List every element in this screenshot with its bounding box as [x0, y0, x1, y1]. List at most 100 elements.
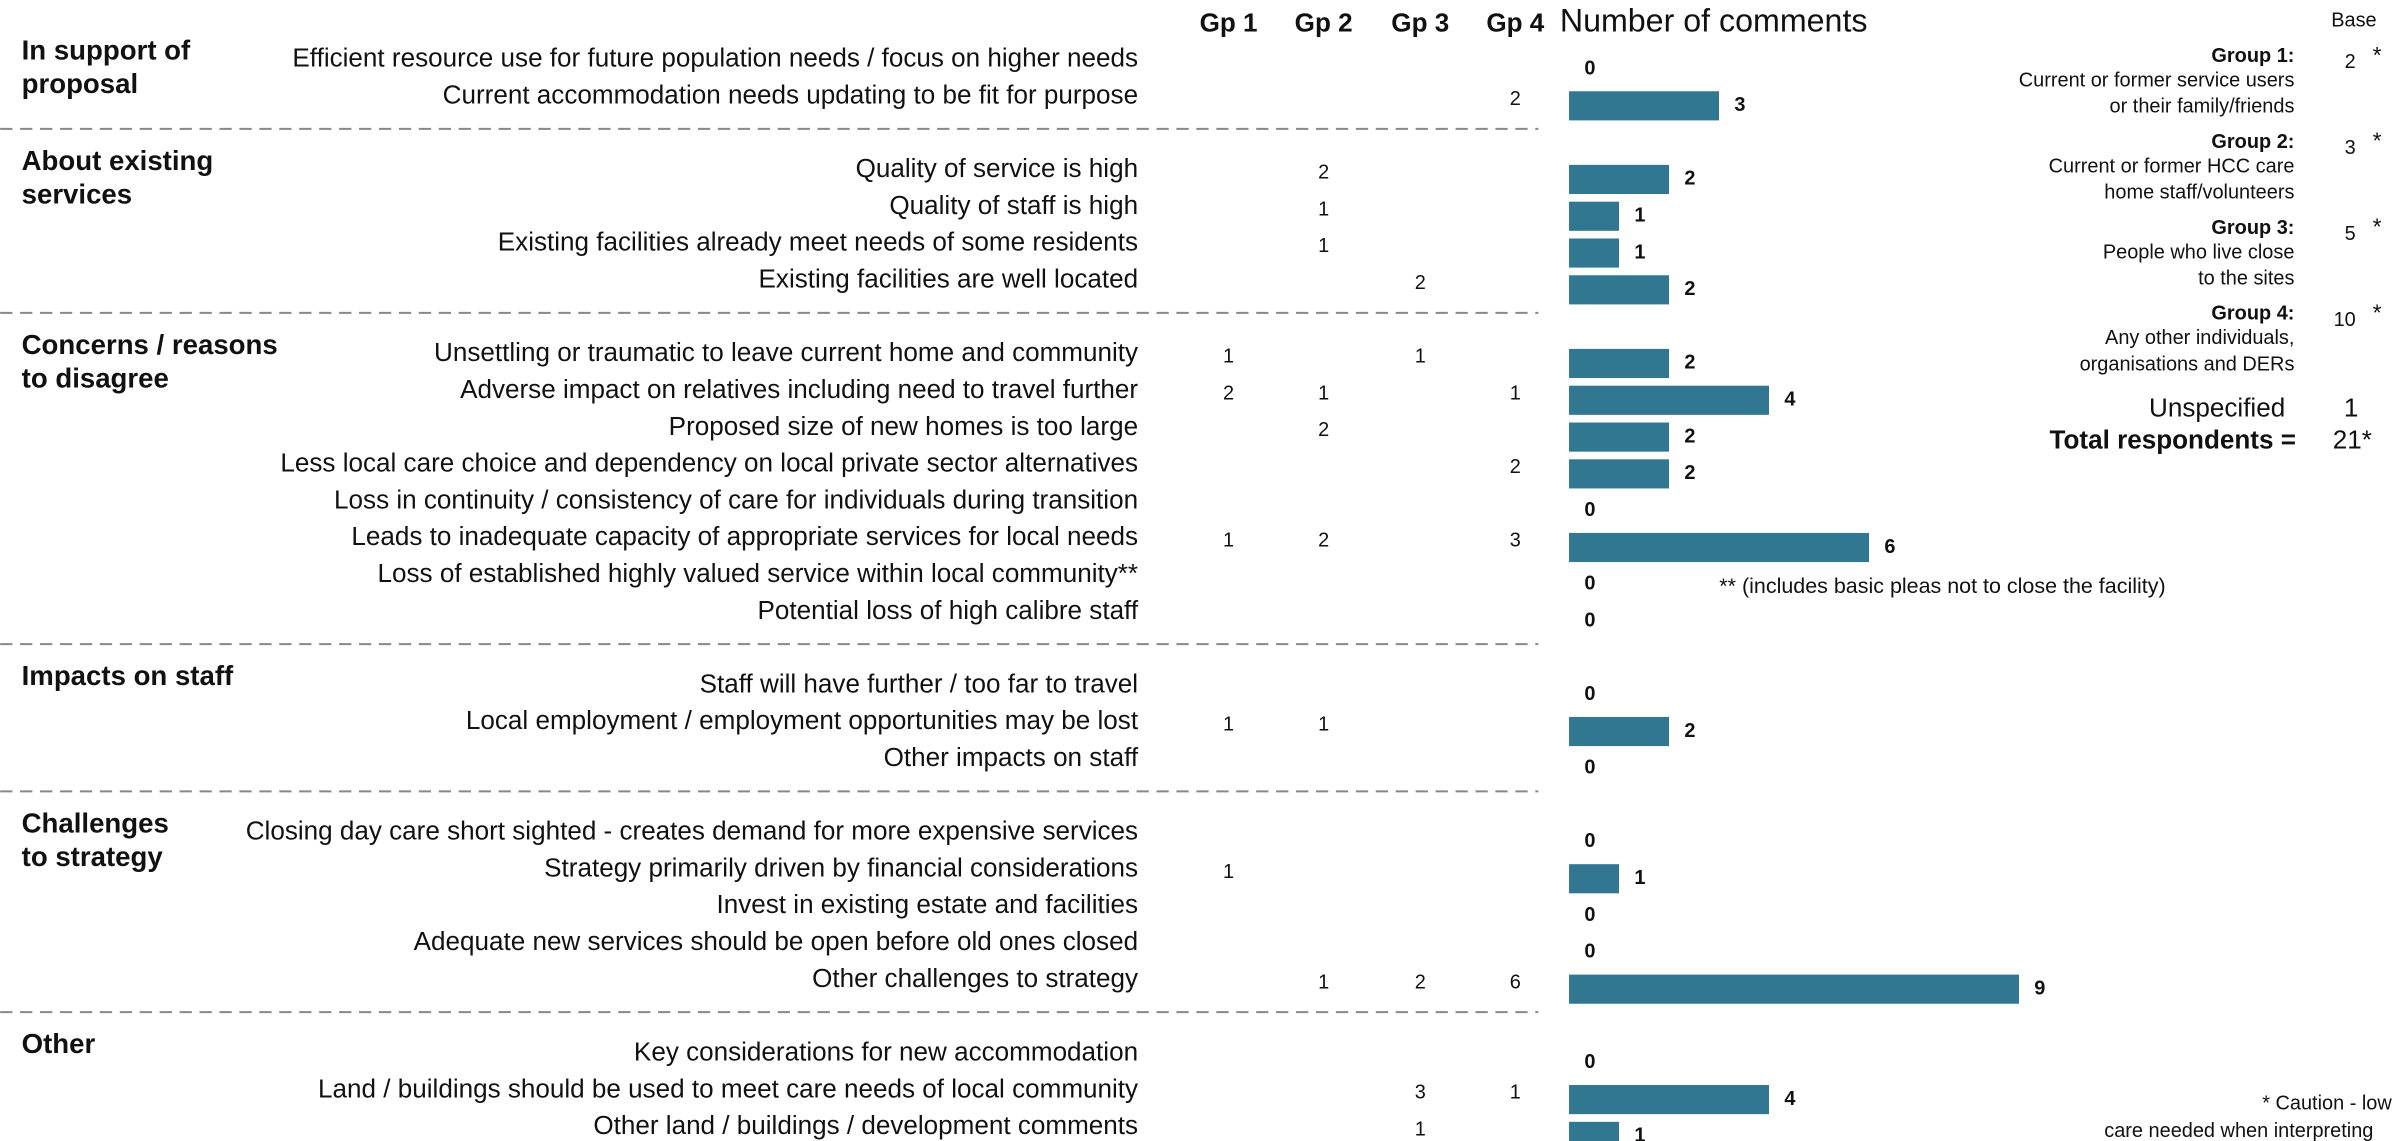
table-cell: 1	[1318, 235, 1329, 257]
row-label: Strategy primarily driven by financial c…	[544, 852, 1138, 882]
row-label: Other challenges to strategy	[812, 963, 1138, 993]
section-label: to strategy	[22, 841, 164, 872]
row-label: Land / buildings should be used to meet …	[318, 1073, 1138, 1103]
section-label: About existing	[22, 145, 214, 176]
row-label: Leads to inadequate capacity of appropri…	[351, 521, 1138, 551]
unspecified-label: Unspecified	[2149, 392, 2285, 422]
value-label: 1	[1634, 1125, 1645, 1141]
section-label: In support of	[22, 34, 191, 65]
bar	[1569, 91, 1720, 121]
footnote: care needed when interpreting	[2104, 1120, 2373, 1141]
bar	[1569, 1085, 1770, 1115]
group-name: Group 2:	[2211, 131, 2294, 153]
section-label: Impacts on staff	[22, 660, 234, 691]
unspecified-value: 1	[2344, 392, 2359, 422]
row-label: Key considerations for new accommodation	[634, 1036, 1138, 1066]
row-label: Local employment / employment opportunit…	[466, 705, 1139, 735]
bar	[1569, 716, 1670, 747]
value-label: 0	[1584, 757, 1595, 779]
table-cell: 2	[1415, 272, 1426, 294]
base-title: Base	[2331, 10, 2376, 32]
table-cell: 2	[1318, 162, 1329, 184]
row-label: Efficient resource use for future popula…	[292, 43, 1138, 73]
bar	[1569, 275, 1670, 305]
table-cell: 1	[1415, 346, 1426, 368]
table-cell: 1	[1223, 530, 1234, 552]
value-label: 1	[1634, 867, 1645, 889]
column-header: Gp 2	[1295, 7, 1353, 37]
section-label: Concerns / reasons	[22, 329, 278, 360]
row-label: Current accommodation needs updating to …	[443, 80, 1138, 110]
row-label: Other land / buildings / development com…	[593, 1110, 1138, 1140]
table-cell: 1	[1415, 1119, 1426, 1141]
value-label: 0	[1584, 499, 1595, 521]
note: ** (includes basic pleas not to close th…	[1719, 574, 2165, 598]
row-label: Staff will have further / too far to tra…	[700, 668, 1138, 698]
value-label: 0	[1584, 57, 1595, 79]
group-name: Group 3:	[2211, 217, 2294, 239]
row-label: Quality of service is high	[856, 153, 1138, 183]
value-label: 9	[2034, 977, 2045, 999]
value-label: 6	[1884, 536, 1895, 558]
bar	[1569, 422, 1670, 452]
value-label: 0	[1584, 941, 1595, 963]
value-label: 3	[1734, 94, 1745, 116]
row-label: Closing day care short sighted - creates…	[246, 816, 1138, 846]
value-label: 0	[1584, 573, 1595, 595]
group-description: to the sites	[2198, 267, 2294, 289]
value-label: 0	[1584, 683, 1595, 705]
value-label: 0	[1584, 1051, 1595, 1073]
row-label: Quality of staff is high	[889, 190, 1138, 220]
value-label: 2	[1684, 168, 1695, 190]
row-label: Potential loss of high calibre staff	[758, 595, 1139, 625]
table-cell: 2	[1318, 530, 1329, 552]
column-header: Gp 1	[1200, 7, 1258, 37]
table-cell: 1	[1318, 382, 1329, 404]
value-label: 1	[1634, 241, 1645, 263]
section-label: Other	[22, 1028, 96, 1059]
value-label: 2	[1684, 352, 1695, 374]
row-label: Other impacts on staff	[884, 742, 1139, 772]
footnote: * Caution - low	[2262, 1092, 2392, 1114]
table-cell: 2	[1415, 971, 1426, 993]
group-name: Group 1:	[2211, 45, 2294, 67]
value-label: 0	[1584, 830, 1595, 852]
total-label: Total respondents =	[2050, 425, 2296, 455]
group-description: Current or former service users	[2019, 70, 2295, 92]
table-cell: 2	[1510, 456, 1521, 478]
value-label: 2	[1684, 278, 1695, 300]
total-value: 21*	[2333, 425, 2372, 455]
group-description: home staff/volunteers	[2104, 181, 2294, 203]
row-label: Proposed size of new homes is too large	[669, 411, 1138, 441]
table-cell: 2	[1223, 382, 1234, 404]
group-description: organisations and DERs	[2080, 353, 2295, 375]
table-cell: 6	[1510, 971, 1521, 993]
group-base: 5	[2345, 223, 2356, 245]
table-cell: 1	[1510, 1082, 1521, 1104]
value-label: 2	[1684, 425, 1695, 447]
row-label: Adequate new services should be open bef…	[414, 926, 1138, 956]
column-header: Gp 4	[1486, 7, 1544, 37]
section-label: services	[22, 179, 132, 210]
row-label: Adverse impact on relatives including ne…	[460, 374, 1138, 404]
row-label: Existing facilities already meet needs o…	[498, 227, 1138, 257]
value-label: 4	[1784, 389, 1795, 411]
bar	[1569, 864, 1620, 894]
table-cell: 1	[1510, 382, 1521, 404]
value-label: 4	[1784, 1088, 1795, 1110]
value-label: 2	[1684, 720, 1695, 742]
table-cell: 1	[1318, 714, 1329, 736]
bar	[1569, 164, 1670, 195]
group-description: Current or former HCC care	[2049, 155, 2295, 177]
table-cell: 2	[1510, 88, 1521, 110]
value-label: 2	[1684, 462, 1695, 484]
group-name: Group 4:	[2211, 303, 2294, 325]
bar	[1569, 532, 1870, 563]
group-base: 3	[2345, 137, 2356, 159]
group-base: 10	[2334, 309, 2356, 331]
column-header: Gp 3	[1391, 7, 1449, 37]
row-label: Existing facilities are well located	[759, 264, 1139, 294]
bar	[1569, 1121, 1620, 1141]
table-cell: 3	[1510, 530, 1521, 552]
